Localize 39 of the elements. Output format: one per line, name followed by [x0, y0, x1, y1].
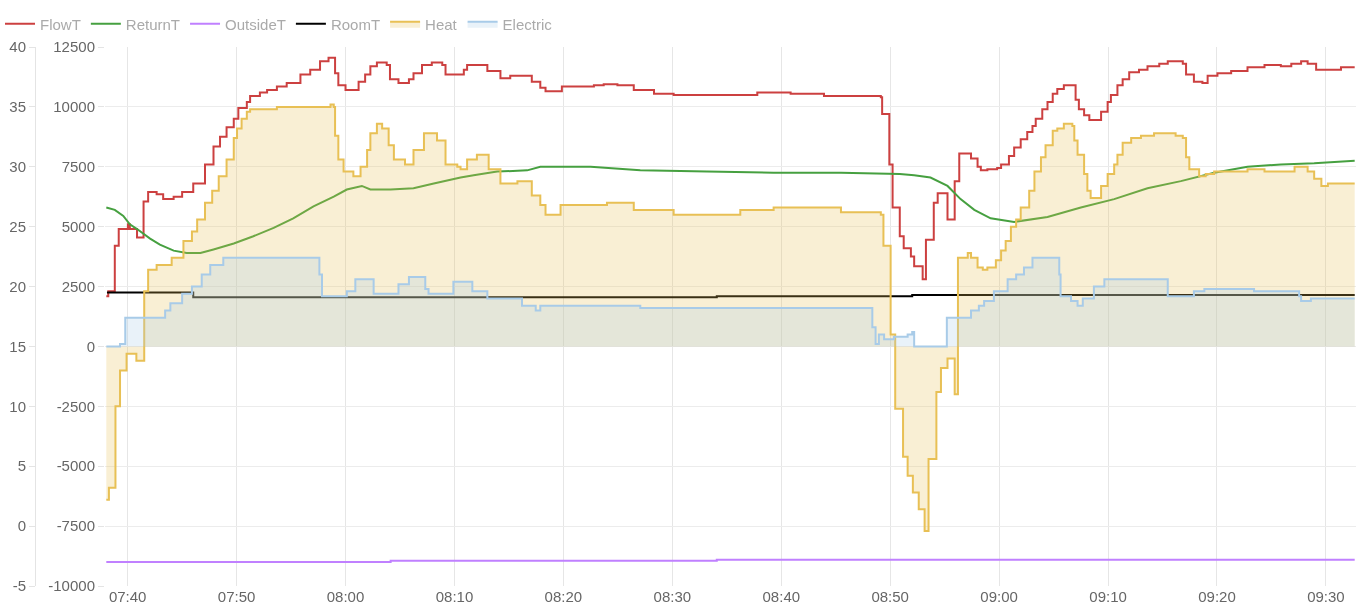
y2-tick-label: -5000 [56, 457, 95, 475]
line-series [105, 159, 1356, 255]
y2-tick-label: 7500 [61, 158, 95, 176]
legend-label: FlowT [40, 15, 81, 33]
y2-tick-label: -7500 [56, 517, 95, 535]
y-tick-label: 5 [17, 457, 26, 475]
x-tick-label: 07:40 [108, 588, 147, 605]
y2-tick-label: 5000 [61, 217, 95, 235]
x-tick-label: 08:20 [544, 588, 583, 605]
y-tick-label: 20 [9, 277, 26, 295]
y2-tick-label: 10000 [53, 98, 95, 116]
x-tick-label: 07:50 [217, 588, 256, 605]
y2-tick-label: -2500 [56, 397, 95, 415]
x-tick-label: 08:00 [326, 588, 365, 605]
x-tick-label: 09:30 [1307, 588, 1345, 605]
legend-label: Electric [502, 15, 553, 33]
y-tick-label: 25 [9, 217, 26, 235]
legend-label: ReturnT [125, 15, 181, 33]
y2-tick-label: 12500 [53, 38, 95, 56]
y-tick-label: 10 [9, 397, 26, 415]
legend-label: RoomT [330, 15, 381, 33]
x-tick-label: 09:00 [980, 588, 1018, 605]
y-tick-label: 15 [9, 337, 26, 355]
x-tick-label: 08:40 [762, 588, 801, 605]
y2-tick-label: -10000 [48, 577, 95, 595]
x-tick-label: 09:10 [1089, 588, 1127, 605]
y-tick-label: 30 [9, 158, 26, 176]
legend-label: Heat [425, 15, 458, 33]
y2-tick-label: 2500 [61, 277, 95, 295]
y-tick-label: 40 [9, 38, 26, 56]
y-tick-label: 0 [17, 517, 26, 535]
x-tick-label: 08:10 [435, 588, 474, 605]
x-tick-label: 09:20 [1198, 588, 1236, 605]
legend-label: OutsideT [225, 15, 286, 33]
y2-tick-label: 0 [86, 337, 95, 355]
x-tick-label: 08:50 [871, 588, 909, 605]
y-tick-label: 35 [9, 98, 26, 116]
y-tick-label: -5 [12, 577, 26, 595]
x-tick-label: 08:30 [653, 588, 692, 605]
